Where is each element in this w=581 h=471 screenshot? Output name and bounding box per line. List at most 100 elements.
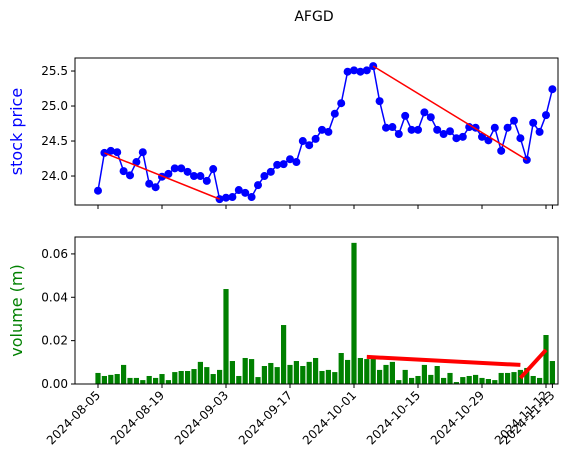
volume-bar — [415, 375, 421, 384]
price-point — [113, 148, 122, 157]
price-point — [529, 118, 538, 127]
price-point — [106, 146, 115, 155]
volume-bar — [549, 361, 555, 384]
volume-bar — [268, 362, 274, 384]
price-point — [510, 116, 518, 125]
volume-bar — [242, 357, 248, 384]
volume-bar — [338, 352, 344, 384]
volume-bar — [389, 361, 395, 384]
volume-bar — [460, 377, 466, 384]
volume-bar — [153, 377, 159, 384]
price-point — [343, 67, 352, 76]
y-tick-label: 0.04 — [41, 290, 68, 304]
volume-bar — [210, 374, 216, 384]
volume-bar — [332, 372, 338, 384]
price-point — [170, 164, 179, 173]
price-point — [241, 188, 250, 197]
y-tick-label: 25.5 — [41, 64, 68, 78]
volume-bar — [441, 377, 447, 384]
price-point — [452, 134, 461, 143]
volume-bar — [287, 364, 293, 384]
volume-bar — [121, 364, 127, 384]
price-point — [446, 127, 454, 136]
volume-bar — [505, 372, 511, 384]
price-point — [330, 109, 339, 118]
price-point — [132, 158, 141, 167]
volume-bar — [197, 361, 203, 384]
trend-line — [104, 152, 220, 200]
price-point — [433, 125, 442, 134]
price-point — [401, 111, 410, 120]
volume-bar — [377, 369, 383, 384]
price-point — [311, 134, 320, 143]
price-point — [286, 155, 294, 164]
volume-bar — [108, 374, 114, 384]
price-point — [535, 127, 544, 136]
price-point — [318, 125, 326, 134]
volume-bar — [479, 377, 485, 384]
volume-bar — [313, 357, 319, 384]
price-point — [548, 85, 557, 94]
trend-line — [518, 348, 548, 380]
volume-bar — [351, 242, 357, 384]
price-point — [426, 113, 435, 122]
x-tick-label: 2024-08-19 — [108, 388, 167, 447]
volume-bar — [421, 364, 427, 384]
price-point — [273, 160, 282, 169]
volume-bar — [383, 364, 389, 384]
volume-bar — [345, 359, 351, 384]
y-axis-label: volume (m) — [7, 264, 26, 356]
x-tick-label: 2024-09-17 — [236, 388, 295, 447]
y-tick-label: 24.0 — [41, 169, 68, 183]
price-point — [439, 130, 448, 139]
chart-title: AFGD — [294, 9, 333, 25]
price-point — [324, 127, 333, 136]
price-point — [298, 137, 307, 146]
axes-frame — [74, 57, 559, 206]
volume-bar — [473, 374, 479, 384]
price-point — [145, 179, 154, 188]
price-point — [234, 186, 243, 195]
volume-bar — [485, 379, 491, 384]
volume-bar — [530, 375, 536, 384]
price-point — [305, 141, 314, 150]
volume-bar — [447, 372, 453, 384]
price-point — [478, 132, 486, 141]
price-point — [183, 167, 192, 176]
y-tick-label: 24.5 — [41, 134, 68, 148]
trend-line — [372, 65, 528, 161]
x-tick-label: 2024-10-01 — [300, 388, 359, 447]
volume-bar — [453, 382, 459, 384]
price-point — [151, 183, 160, 192]
volume-bar — [127, 377, 133, 384]
price-point — [222, 193, 230, 202]
price-point — [209, 165, 218, 174]
volume-bar — [255, 377, 261, 384]
volume-bar — [466, 375, 472, 384]
x-tick-label: 2024-10-15 — [364, 388, 423, 447]
volume-bar — [249, 359, 255, 384]
price-point — [196, 172, 205, 181]
volume-bar — [236, 375, 242, 384]
price-point — [119, 167, 128, 176]
trend-line — [366, 354, 521, 367]
volume-bar — [95, 372, 101, 384]
volume-bar — [370, 357, 376, 384]
price-point — [138, 148, 147, 157]
price-point — [458, 132, 467, 141]
volume-bar — [140, 380, 146, 384]
price-point — [356, 67, 365, 76]
price-point — [407, 125, 416, 134]
price-point — [420, 108, 429, 117]
price-point — [266, 167, 275, 176]
x-tick-label: 2024-11-13 — [498, 388, 557, 447]
volume-bar — [402, 369, 408, 384]
volume-bar — [357, 357, 363, 384]
y-tick-label: 0.00 — [41, 377, 68, 391]
volume-bar — [185, 370, 191, 384]
volume-bar — [293, 361, 299, 384]
volume-bar — [114, 374, 120, 384]
y-tick-label: 0.02 — [41, 334, 68, 348]
price-point — [177, 164, 186, 173]
